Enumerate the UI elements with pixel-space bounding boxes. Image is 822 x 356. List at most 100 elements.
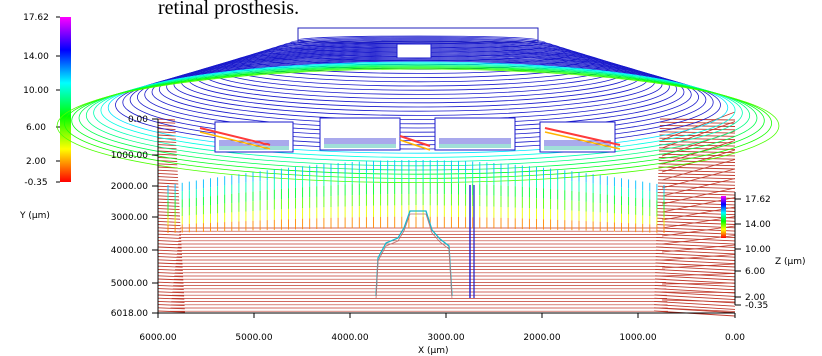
substrate-line bbox=[157, 140, 177, 143]
substrate-line bbox=[654, 291, 736, 297]
substrate-line bbox=[157, 297, 185, 300]
substrate-line bbox=[659, 140, 736, 144]
substrate-line bbox=[157, 281, 184, 284]
substrate-line bbox=[157, 211, 180, 214]
substrate-line bbox=[157, 259, 183, 262]
dome-ring bbox=[63, 67, 773, 179]
substrate-line bbox=[157, 128, 176, 131]
substrate-line bbox=[655, 268, 736, 274]
rim-band bbox=[399, 135, 431, 147]
colorbar-tick-label: -0.35 bbox=[24, 178, 47, 188]
y-tick-label: 6018.00 bbox=[111, 309, 148, 319]
substrate-line bbox=[661, 149, 736, 173]
electrode-profile-shadow bbox=[375, 213, 453, 300]
substrate-line bbox=[157, 236, 182, 239]
dome-ring bbox=[78, 65, 758, 171]
substrate-line bbox=[661, 187, 736, 205]
substrate-line bbox=[157, 249, 182, 252]
x-tick-label: 0.00 bbox=[725, 333, 745, 343]
rim-band bbox=[199, 131, 271, 150]
z-tick-label: 10.00 bbox=[745, 245, 771, 255]
surface-well bbox=[214, 121, 294, 153]
substrate-line bbox=[157, 272, 184, 275]
substrate-line bbox=[157, 198, 180, 201]
substrate-line bbox=[157, 291, 185, 294]
substrate-line bbox=[157, 275, 184, 278]
z-axis-ticks: 17.62 14.00 10.00 6.00 2.00-0.35 bbox=[735, 195, 771, 311]
y-tick-label: 1000.00 bbox=[111, 151, 148, 161]
y-tick-label: 2000.00 bbox=[111, 182, 148, 192]
colorbar-tick-label: 17.62 bbox=[23, 13, 49, 23]
rim-band bbox=[199, 127, 271, 146]
rim-band bbox=[544, 127, 621, 146]
substrate-line bbox=[661, 291, 736, 293]
dome-ring bbox=[56, 68, 780, 183]
substrate-line bbox=[661, 178, 736, 197]
substrate-line bbox=[157, 220, 181, 223]
substrate-line bbox=[157, 214, 181, 217]
substrate-line bbox=[157, 121, 176, 124]
substrate-line bbox=[157, 230, 181, 233]
y-axis-label: Y (µm) bbox=[19, 211, 50, 221]
substrate-line bbox=[157, 150, 177, 153]
rim-band bbox=[399, 139, 431, 151]
substrate-line bbox=[157, 224, 181, 227]
substrate-line bbox=[654, 281, 736, 288]
dome-ring bbox=[115, 60, 721, 150]
substrate-line bbox=[654, 304, 736, 310]
dome-ring bbox=[129, 58, 707, 142]
substrate-line bbox=[659, 134, 736, 137]
substrate-line bbox=[157, 131, 176, 134]
x-tick-label: 3000.00 bbox=[427, 333, 464, 343]
figure-caption: retinal prosthesis. bbox=[158, 0, 300, 19]
substrate-line bbox=[157, 278, 184, 281]
substrate-line bbox=[157, 252, 183, 255]
substrate-line bbox=[157, 208, 180, 211]
substrate-line bbox=[656, 243, 736, 248]
substrate-line bbox=[157, 246, 182, 249]
dome-ring bbox=[107, 61, 729, 154]
substrate-line bbox=[157, 256, 183, 259]
x-tick-label: 4000.00 bbox=[331, 333, 368, 343]
electrode-profile bbox=[375, 210, 453, 297]
y-tick-label: 0.00 bbox=[128, 115, 148, 125]
x-tick-label: 2000.00 bbox=[523, 333, 560, 343]
substrate-line bbox=[658, 153, 736, 157]
colorbar bbox=[60, 17, 71, 182]
surface-well bbox=[396, 43, 432, 59]
substrate-line bbox=[661, 299, 736, 303]
substrate-line bbox=[157, 217, 181, 220]
substrate-line bbox=[157, 201, 180, 204]
x-tick-label: 1000.00 bbox=[619, 333, 656, 343]
substrate-line bbox=[661, 307, 736, 312]
z-axis-label: Z (µm) bbox=[775, 257, 806, 267]
y-tick-label: 5000.00 bbox=[111, 279, 148, 289]
x-axis-ticks: 6000.00 5000.00 4000.00 3000.00 2000.00 1000.… bbox=[139, 313, 745, 343]
substrate-line bbox=[655, 256, 736, 261]
substrate-line bbox=[661, 168, 736, 189]
substrate-line bbox=[157, 294, 185, 297]
substrate-line bbox=[658, 172, 736, 176]
dome-ring bbox=[93, 63, 743, 162]
substrate-line bbox=[656, 236, 736, 242]
colorbar-ticks: 17.62 14.00 10.00 6.00 2.00 -0.35 bbox=[23, 13, 60, 188]
z-tick-label: -0.35 bbox=[745, 301, 768, 311]
z-tick-label: 14.00 bbox=[745, 220, 771, 230]
dome-ring bbox=[122, 59, 714, 146]
substrate-line bbox=[661, 263, 736, 269]
substrate-line bbox=[157, 144, 177, 147]
substrate-line bbox=[655, 265, 736, 271]
substrate-line bbox=[157, 172, 178, 175]
substrate-line bbox=[157, 169, 178, 172]
dome-ring bbox=[85, 64, 751, 167]
substrate-line bbox=[658, 156, 736, 160]
substrate-line bbox=[661, 159, 736, 181]
colorbar-tick-label: 6.00 bbox=[26, 123, 46, 133]
substrate-line bbox=[157, 195, 180, 198]
substrate-line bbox=[654, 284, 736, 291]
substrate-line bbox=[157, 288, 184, 291]
substrate-line bbox=[157, 153, 177, 156]
z-tick-label: 2.00 bbox=[745, 293, 765, 303]
substrate-line bbox=[658, 150, 736, 154]
substrate-line bbox=[157, 179, 179, 182]
